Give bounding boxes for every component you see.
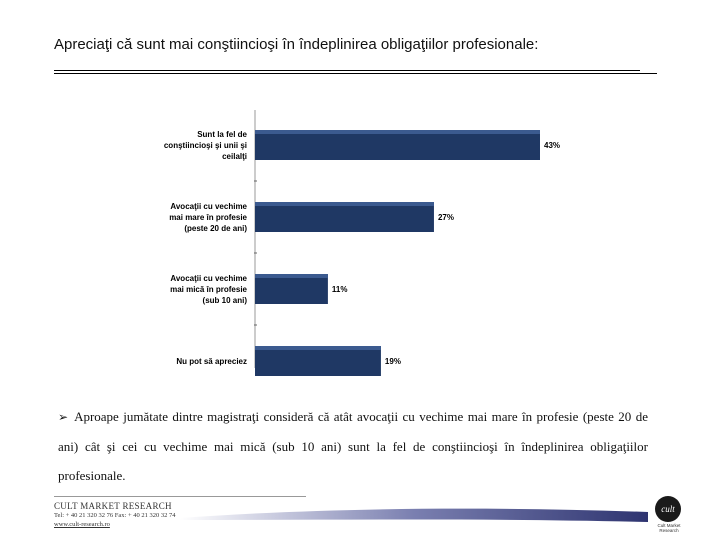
bar-highlight-4 (255, 346, 381, 350)
footer-phone: Tel: + 40 21 320 32 76 Fax: + 40 21 320 … (54, 512, 176, 519)
cult-logo-icon: cult (655, 496, 681, 522)
data-label-4: 19% (385, 357, 401, 366)
conclusion-bullet: ➢ Aproape jumătate dintre magistraţi cons… (58, 402, 648, 490)
footer-website-link[interactable]: www.cult-research.ro (54, 521, 110, 528)
bar-highlight-2 (255, 202, 434, 206)
title-rule-top (54, 70, 640, 71)
data-label-1: 43% (544, 141, 560, 150)
footer-company: CULT MARKET RESEARCH (54, 501, 172, 511)
bar-3 (255, 274, 328, 304)
bar-highlight-1 (255, 130, 540, 134)
title-rule-bottom (54, 73, 657, 74)
category-label-1: Sunt la fel de conştiincioşi şi unii şi ce… (164, 130, 248, 161)
data-label-3: 11% (332, 285, 348, 294)
bullet-text: Aproape jumătate dintre magistraţi consi… (58, 409, 648, 483)
bar-2 (255, 202, 434, 232)
category-label-2: Avocaţii cu vechime mai mare în profesie(… (169, 202, 247, 233)
bar-highlight-3 (255, 274, 328, 278)
bar-1 (255, 130, 540, 160)
bar-4 (255, 346, 381, 376)
bars-group: 43% Sunt la fel de conştiincioşi şi unii ş… (164, 110, 560, 376)
slide-title: Apreciaţi că sunt mai conştiincioşi în î… (54, 36, 539, 53)
data-label-2: 27% (438, 213, 454, 222)
footer-swoosh-decoration (180, 508, 648, 522)
footer: CULT MARKET RESEARCH Tel: + 40 21 320 32… (54, 501, 176, 529)
arrow-bullet-icon: ➢ (58, 410, 69, 424)
category-label-3: Avocaţii cu vechime mai mică în profesie(… (170, 274, 247, 305)
category-label-4: Nu pot să apreciez (176, 357, 247, 366)
logo-caption: Cult Market Research (657, 523, 681, 533)
footer-divider (54, 496, 306, 497)
